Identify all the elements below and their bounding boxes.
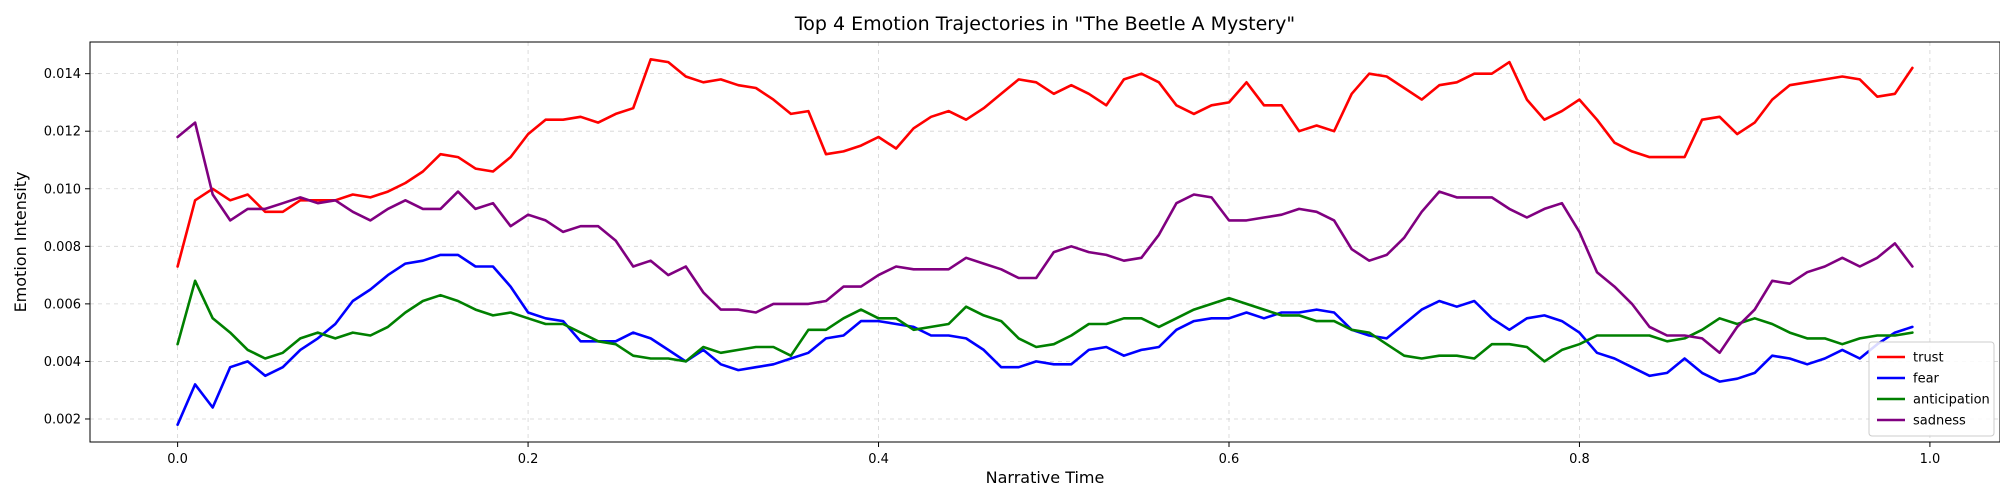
legend-box <box>1868 341 1995 437</box>
y-tick-label: 0.006 <box>44 297 81 312</box>
plot-frame <box>89 41 2000 443</box>
series-line-anticipation <box>176 279 1914 363</box>
y-tick-label: 0.002 <box>44 412 81 427</box>
x-tick-label: 0.8 <box>1569 452 1590 467</box>
legend-label-anticipation: anticipation <box>1913 393 1990 408</box>
x-tick-label: 1.0 <box>1920 452 1941 467</box>
series-group <box>176 57 1914 427</box>
x-tick-label: 0.2 <box>518 452 539 467</box>
y-tick-label: 0.014 <box>44 67 81 82</box>
legend-label-sadness: sadness <box>1913 414 1966 429</box>
y-tick-label: 0.010 <box>44 182 81 197</box>
legend: trust fear anticipation sadness <box>1868 341 1995 437</box>
series-line-trust <box>176 57 1914 268</box>
x-tick-label: 0.4 <box>868 452 889 467</box>
x-axis: 0.0 0.2 0.4 0.6 0.8 1.0 <box>167 442 1940 467</box>
x-axis-label: Narrative Time <box>986 468 1105 487</box>
grid <box>90 42 2000 442</box>
chart-title: Top 4 Emotion Trajectories in "The Beetl… <box>794 13 1295 35</box>
series-line-sadness <box>176 121 1914 355</box>
y-tick-label: 0.012 <box>44 125 81 140</box>
series-line-fear <box>176 253 1914 427</box>
legend-label-fear: fear <box>1913 372 1940 387</box>
y-axis: 0.002 0.004 0.006 0.008 0.010 0.012 0.014 <box>44 67 90 427</box>
x-tick-label: 0.6 <box>1219 452 1240 467</box>
legend-label-trust: trust <box>1913 351 1944 366</box>
y-axis-label: Emotion Intensity <box>11 172 30 313</box>
y-tick-label: 0.008 <box>44 240 81 255</box>
x-tick-label: 0.0 <box>167 452 188 467</box>
y-tick-label: 0.004 <box>44 355 81 370</box>
